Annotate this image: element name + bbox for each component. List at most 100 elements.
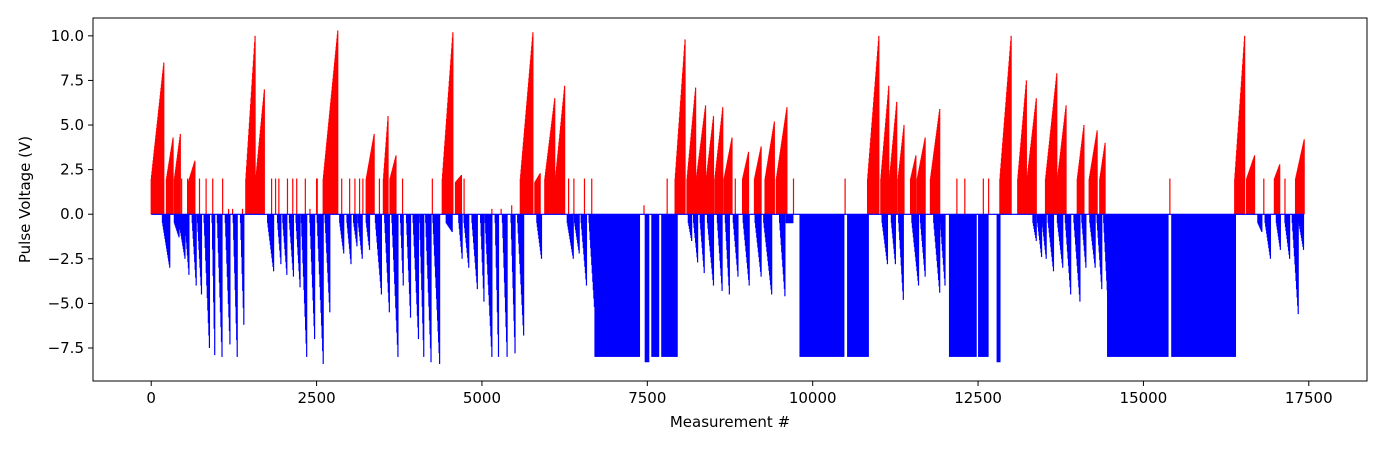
negative-pulse-block [644,214,650,363]
positive-pulse-bar [278,178,280,215]
positive-pulse-bar [1025,80,1027,215]
positive-pulse-bar [500,208,502,215]
positive-pulse-bar [554,98,556,215]
negative-pulse-series [151,213,1305,365]
negative-pulse-bar [292,214,295,277]
negative-pulse-bar [329,214,331,313]
positive-pulse-bar [760,146,762,215]
positive-pulse-bar [666,178,668,215]
positive-pulse-bar [1284,178,1286,215]
positive-pulse-bar [349,178,351,215]
negative-pulse-bar [1070,214,1072,295]
positive-pulse-bar [1010,35,1012,215]
negative-pulse-block [1171,214,1237,357]
positive-pulse-bar [734,178,736,215]
zero-baseline-pulses [151,213,1305,215]
positive-pulse-bar [1083,125,1085,215]
positive-pulse-bar [722,107,724,215]
negative-pulse-bar [902,214,904,300]
negative-pulse-bar [1302,214,1305,250]
negative-pulse-bar [748,214,750,286]
negative-pulse-bar [514,214,516,354]
positive-pulse-bar [179,133,181,215]
positive-pulse-bar [172,137,174,215]
positive-pulse-bar [452,32,454,215]
positive-pulse-bar [915,155,917,215]
positive-pulse-bar [731,137,733,215]
negative-pulse-bar [313,214,316,340]
negative-pulse-bar [272,214,275,272]
positive-pulse-bar [988,178,990,215]
negative-pulse-bar [461,214,463,259]
positive-pulse-bar [304,178,306,215]
positive-pulse-bar [1244,35,1246,215]
positive-pulse-bar [982,178,984,215]
negative-pulse-bar [1035,214,1037,241]
positive-pulse-bar [964,178,966,215]
x-axis-ticks: 0 2500 5000 7500 10000 12500 15000 17500 [146,381,1333,407]
positive-pulse-bar [341,178,343,215]
negative-pulse-bar [506,214,508,357]
positive-pulse-bar [1065,105,1067,215]
positive-pulse-bar [194,160,196,215]
negative-pulse-bar [696,214,699,263]
negative-pulse-bar [1062,214,1064,268]
y-tick-label: −2.5 [48,250,84,268]
negative-pulse-block [847,214,869,357]
y-tick-label: −7.5 [48,339,84,357]
positive-pulse-bar [286,178,289,215]
positive-pulse-bar [1279,164,1281,215]
positive-pulse-bar [643,205,645,215]
x-tick-label: 7500 [628,389,666,407]
negative-pulse-bar [286,214,288,275]
negative-pulse-bar [397,214,399,357]
negative-pulse-bar [402,214,404,286]
positive-pulse-bar [296,178,298,215]
positive-pulse-bar [186,178,189,215]
y-tick-label: 2.5 [60,161,84,179]
positive-pulse-bar [591,178,593,215]
negative-pulse-bar [894,214,896,265]
positive-pulse-bar [564,85,566,215]
negative-pulse-bar [784,214,786,297]
negative-pulse-bar [229,214,231,345]
negative-pulse-bar [1297,214,1299,315]
negative-pulse-bar [468,214,470,268]
negative-pulse-bar [572,214,574,259]
negative-pulse-bar [1261,214,1263,233]
positive-pulse-bar [747,151,750,215]
negative-pulse-bar [737,214,739,277]
positive-pulse-bar [163,62,165,215]
positive-pulse-bar [395,155,397,215]
negative-pulse-bar [200,214,203,295]
negative-pulse-bar [1040,214,1043,258]
negative-pulse-bar [361,214,363,259]
x-tick-label: 2500 [297,389,335,407]
negative-pulse-bar [771,214,773,295]
positive-pulse-bar [373,133,375,215]
negative-pulse-bar [343,214,345,254]
y-tick-label: 5.0 [60,116,84,134]
negative-pulse-bar [380,214,382,295]
positive-pulse-bar [378,178,381,215]
negative-pulse-bar [721,214,723,291]
positive-pulse-bar [169,178,171,215]
positive-pulse-bar [1056,73,1058,215]
positive-pulse-bar [198,178,201,215]
negative-pulse-bar [439,214,441,365]
x-tick-label: 12500 [954,389,1002,407]
negative-pulse-bar [917,214,920,286]
negative-pulse-bar [585,214,588,286]
positive-pulse-bar [316,178,318,215]
negative-pulse-block [948,214,977,357]
positive-pulse-bar [888,85,890,215]
positive-pulse-bar [181,178,183,215]
positive-pulse-bar [358,178,361,215]
positive-pulse-bar [205,178,207,215]
negative-pulse-bar [299,214,301,288]
negative-pulse-block [978,214,989,357]
positive-pulse-bar [362,178,364,215]
negative-pulse-bar [388,214,390,313]
positive-pulse-bar [231,208,234,215]
negative-pulse-bar [944,214,946,286]
